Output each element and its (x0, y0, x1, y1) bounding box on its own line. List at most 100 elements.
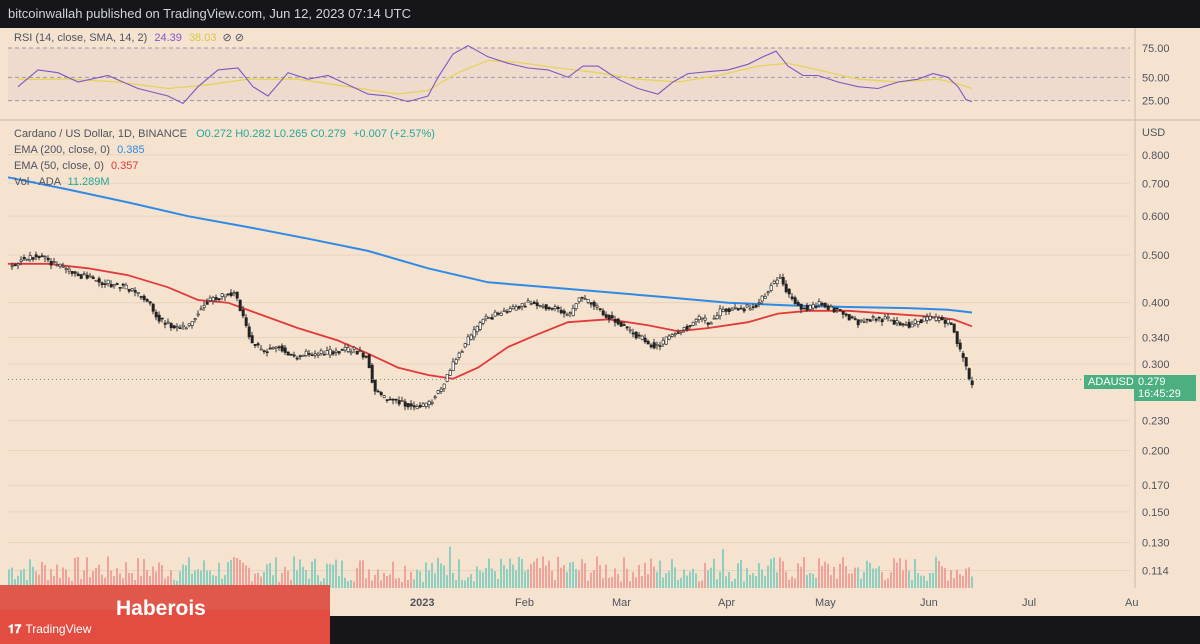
volume-bar (719, 571, 721, 588)
candle-body (247, 326, 251, 338)
volume-bar (839, 563, 841, 588)
volume-bar (20, 570, 22, 588)
volume-bar (617, 573, 619, 588)
symbol-line[interactable]: Cardano / US Dollar, 1D, BINANCE (14, 128, 188, 140)
volume-bar (521, 559, 523, 588)
volume-bar (614, 568, 616, 588)
candle-body (805, 304, 809, 311)
volume-bar (944, 568, 946, 588)
volume-bar (641, 576, 643, 588)
plot-area[interactable] (0, 28, 1200, 616)
price-change: +0.007 (+2.57%) (352, 128, 435, 140)
candle-body (172, 325, 176, 329)
time-tick: Jul (1022, 597, 1036, 609)
candle-body (880, 319, 884, 323)
tradingview-brand[interactable]: 𝟏𝟕 TradingView (8, 622, 91, 637)
bar-countdown: 16:45:29 (1138, 388, 1181, 400)
candle-body (130, 288, 134, 291)
volume-bar (734, 578, 736, 588)
candle-body (367, 354, 371, 369)
candle-body (916, 321, 920, 325)
candle-body (955, 331, 959, 344)
rsi-settings-icons[interactable]: ⊘ ⊘ (222, 32, 245, 44)
candle-body (460, 351, 464, 353)
volume-label[interactable]: Vol · ADA (14, 176, 61, 188)
volume-bar (548, 560, 550, 588)
volume-bar (56, 564, 58, 588)
candle-body (487, 317, 491, 319)
volume-bar (221, 578, 223, 588)
candle-body (757, 302, 761, 304)
ema50-label[interactable]: EMA (50, close, 0) (14, 160, 104, 172)
volume-bar (425, 562, 427, 588)
volume-bar (71, 580, 73, 588)
candle-body (250, 335, 254, 344)
volume-bar (104, 577, 106, 588)
candle-body (202, 305, 206, 308)
candle-body (565, 314, 569, 316)
candle-body (850, 316, 854, 319)
candle-body (175, 326, 179, 329)
volume-bar (59, 577, 61, 588)
ema200-label[interactable]: EMA (200, close, 0) (14, 144, 110, 156)
ema50-legend: EMA (50, close, 0) 0.357 (14, 160, 138, 172)
volume-bar (497, 578, 499, 588)
candle-body (34, 254, 38, 258)
volume-bar (227, 562, 229, 588)
volume-bar (620, 581, 622, 588)
candle-body (817, 301, 821, 306)
volume-bar (236, 558, 238, 588)
candle-body (505, 311, 509, 313)
candle-body (796, 302, 800, 306)
candle-body (709, 322, 713, 325)
candle-body (163, 322, 167, 325)
candle-body (748, 308, 752, 311)
candle-body (181, 324, 185, 328)
volume-bar (758, 563, 760, 588)
volume-bar (365, 578, 367, 588)
ema200-value: 0.385 (117, 144, 145, 156)
volume-bar (185, 565, 187, 588)
volume-bar (809, 572, 811, 588)
candle-body (727, 308, 731, 312)
candle-body (694, 319, 698, 323)
volume-bar (650, 558, 652, 588)
volume-bar (269, 562, 271, 588)
volume-bar (440, 563, 442, 588)
candle-body (493, 311, 497, 317)
volume-bar (503, 564, 505, 588)
candle-body (328, 349, 332, 356)
candle-body (79, 274, 83, 279)
candle-body (943, 319, 947, 324)
candle-body (220, 293, 224, 297)
candle-body (676, 332, 680, 334)
volume-bar (968, 567, 970, 588)
candle-body (553, 306, 557, 309)
candle-body (151, 303, 155, 312)
volume-bar (722, 549, 724, 588)
candle-body (724, 308, 728, 312)
volume-bar (668, 571, 670, 588)
volume-bar (176, 580, 178, 588)
volume-bar (545, 565, 547, 588)
candle-body (382, 395, 386, 398)
volume-bar (770, 559, 772, 588)
candle-body (112, 284, 116, 287)
candle-body (13, 264, 17, 267)
candle-body (898, 322, 902, 326)
volume-bar (428, 570, 430, 588)
volume-bar (479, 570, 481, 588)
candle-body (745, 304, 749, 308)
candle-body (100, 282, 104, 285)
volume-bar (137, 558, 139, 588)
candle-body (436, 390, 440, 394)
candle-body (391, 398, 395, 401)
candle-body (577, 297, 581, 302)
candle-body (856, 319, 860, 326)
volume-bar (557, 556, 559, 588)
candle-body (196, 313, 200, 316)
volume-bar (896, 562, 898, 588)
volume-bar (563, 565, 565, 588)
volume-bar (413, 579, 415, 588)
